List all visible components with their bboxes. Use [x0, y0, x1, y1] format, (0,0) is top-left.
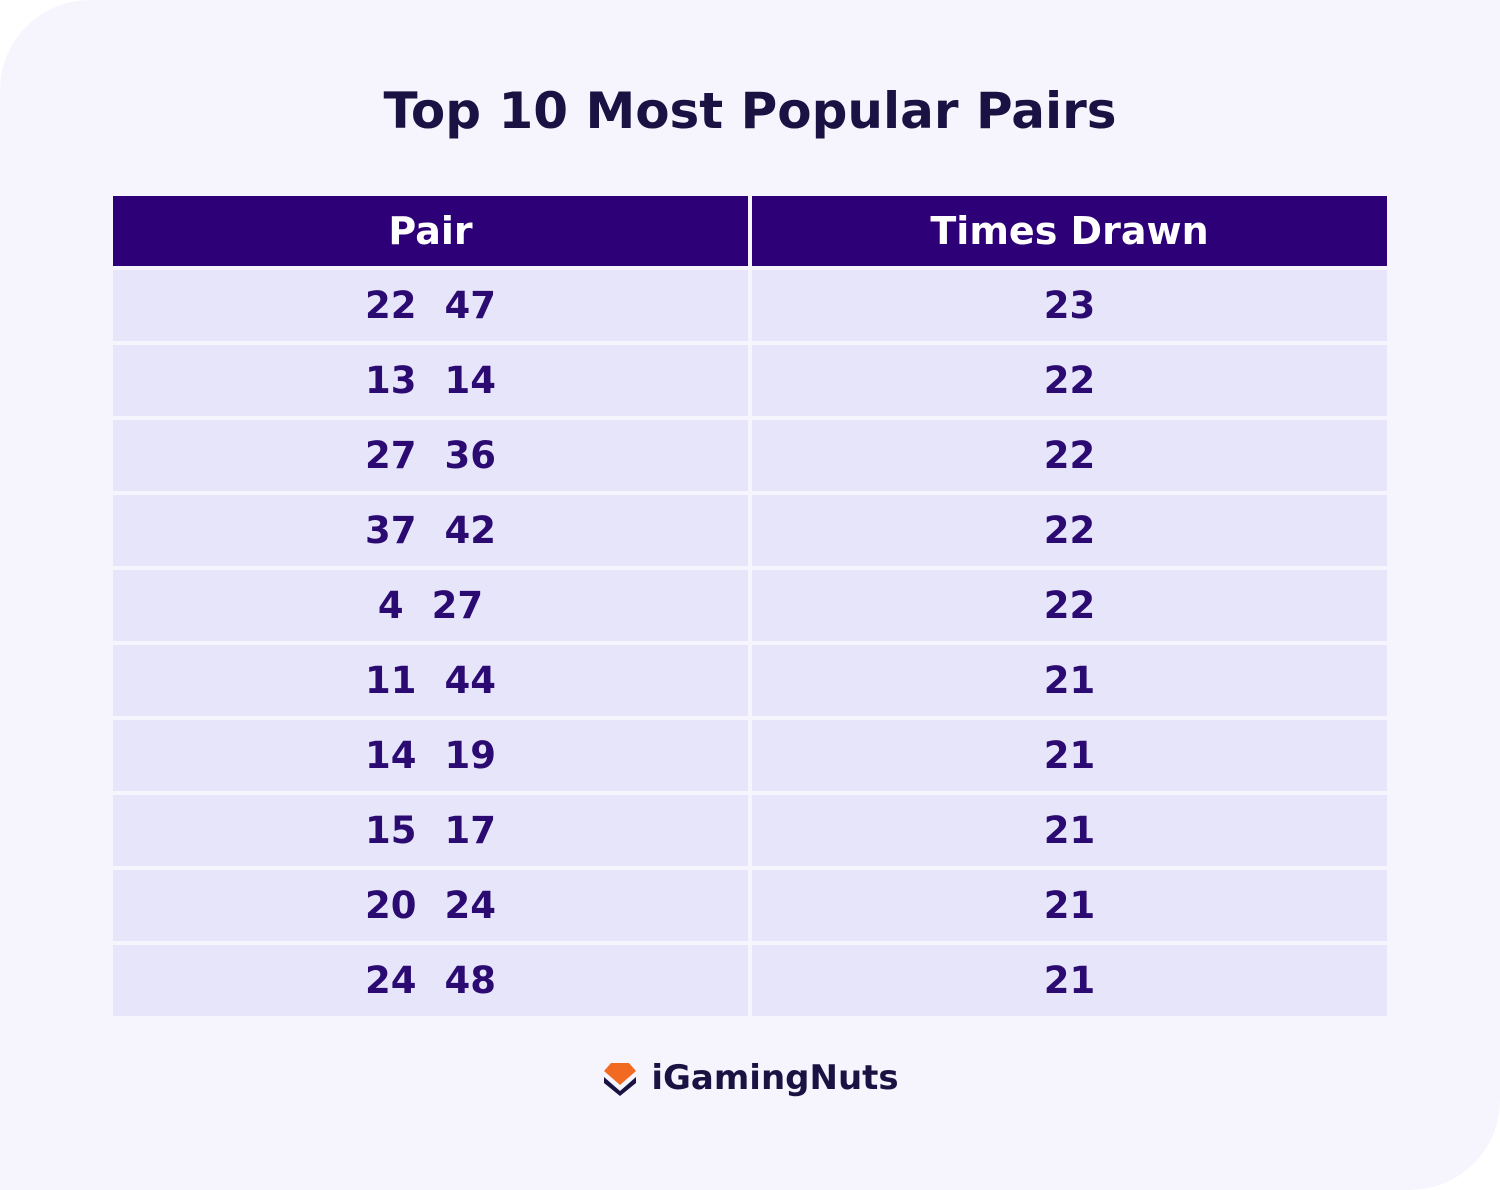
pair-number: 36 [444, 434, 497, 477]
pair-cell: 13 14 [113, 345, 748, 416]
table-row: 37 42 22 [113, 495, 1387, 566]
pair-cell: 4 27 [113, 570, 748, 641]
pair-cell: 11 44 [113, 645, 748, 716]
times-drawn-cell: 21 [752, 870, 1387, 941]
pair: 37 42 [365, 509, 496, 552]
pair-number: 15 [365, 809, 417, 852]
times-drawn-cell: 22 [752, 420, 1387, 491]
times-drawn-cell: 21 [752, 720, 1387, 791]
footer: iGamingNuts [0, 1058, 1500, 1098]
column-header: Pair [113, 196, 748, 266]
pair-cell: 24 48 [113, 945, 748, 1016]
table-row: 15 17 21 [113, 795, 1387, 866]
pair-number: 24 [444, 884, 497, 927]
times-drawn-cell: 21 [752, 645, 1387, 716]
pair: 11 44 [365, 659, 496, 702]
times-drawn-cell: 22 [752, 495, 1387, 566]
table-row: 14 19 21 [113, 720, 1387, 791]
pair-cell: 15 17 [113, 795, 748, 866]
pair-number: 14 [444, 359, 497, 402]
pair-cell: 27 36 [113, 420, 748, 491]
pair-number: 44 [444, 659, 497, 702]
title: Top 10 Most Popular Pairs [383, 82, 1117, 140]
pair: 4 27 [378, 584, 483, 627]
times-drawn-cell: 21 [752, 945, 1387, 1016]
pair-number: 42 [444, 509, 497, 552]
table: Pair Times Drawn 22 47 23 13 14 22 27 36 22 37 42 2… [113, 196, 1387, 1020]
table-row: 22 47 23 [113, 270, 1387, 341]
pair-number: 19 [444, 734, 497, 777]
table-row: 4 27 22 [113, 570, 1387, 641]
times-drawn-cell: 22 [752, 570, 1387, 641]
pair: 24 48 [365, 959, 496, 1002]
times-drawn-cell: 21 [752, 795, 1387, 866]
pair-number: 27 [431, 584, 484, 627]
pair-cell: 22 47 [113, 270, 748, 341]
column-header: Times Drawn [752, 196, 1387, 266]
pair-number: 14 [365, 734, 417, 777]
pair: 20 24 [365, 884, 496, 927]
pair: 13 14 [365, 359, 496, 402]
table-row: 11 44 21 [113, 645, 1387, 716]
brand-name: iGamingNuts [651, 1058, 899, 1098]
times-drawn-cell: 23 [752, 270, 1387, 341]
table-row: 20 24 21 [113, 870, 1387, 941]
table-row: 27 36 22 [113, 420, 1387, 491]
pair: 22 47 [365, 284, 496, 327]
table-row: 24 48 21 [113, 945, 1387, 1016]
pair: 14 19 [365, 734, 496, 777]
times-drawn-cell: 22 [752, 345, 1387, 416]
pair-number: 20 [365, 884, 417, 927]
pair-number: 4 [377, 584, 404, 627]
pair-number: 47 [444, 284, 497, 327]
pair-cell: 20 24 [113, 870, 748, 941]
pair-cell: 14 19 [113, 720, 748, 791]
pair-number: 27 [365, 434, 417, 477]
pair-number: 22 [365, 284, 417, 327]
pair-number: 48 [444, 959, 497, 1002]
pair-number: 17 [444, 809, 497, 852]
pair-cell: 37 42 [113, 495, 748, 566]
pair: 15 17 [365, 809, 496, 852]
table-row: 13 14 22 [113, 345, 1387, 416]
brand-logo [604, 1063, 637, 1096]
pair: 27 36 [365, 434, 496, 477]
pair-number: 11 [365, 659, 417, 702]
header-row: Pair Times Drawn [113, 196, 1387, 266]
pair-number: 13 [365, 359, 417, 402]
pair-number: 37 [365, 509, 417, 552]
pair-number: 24 [365, 959, 417, 1002]
